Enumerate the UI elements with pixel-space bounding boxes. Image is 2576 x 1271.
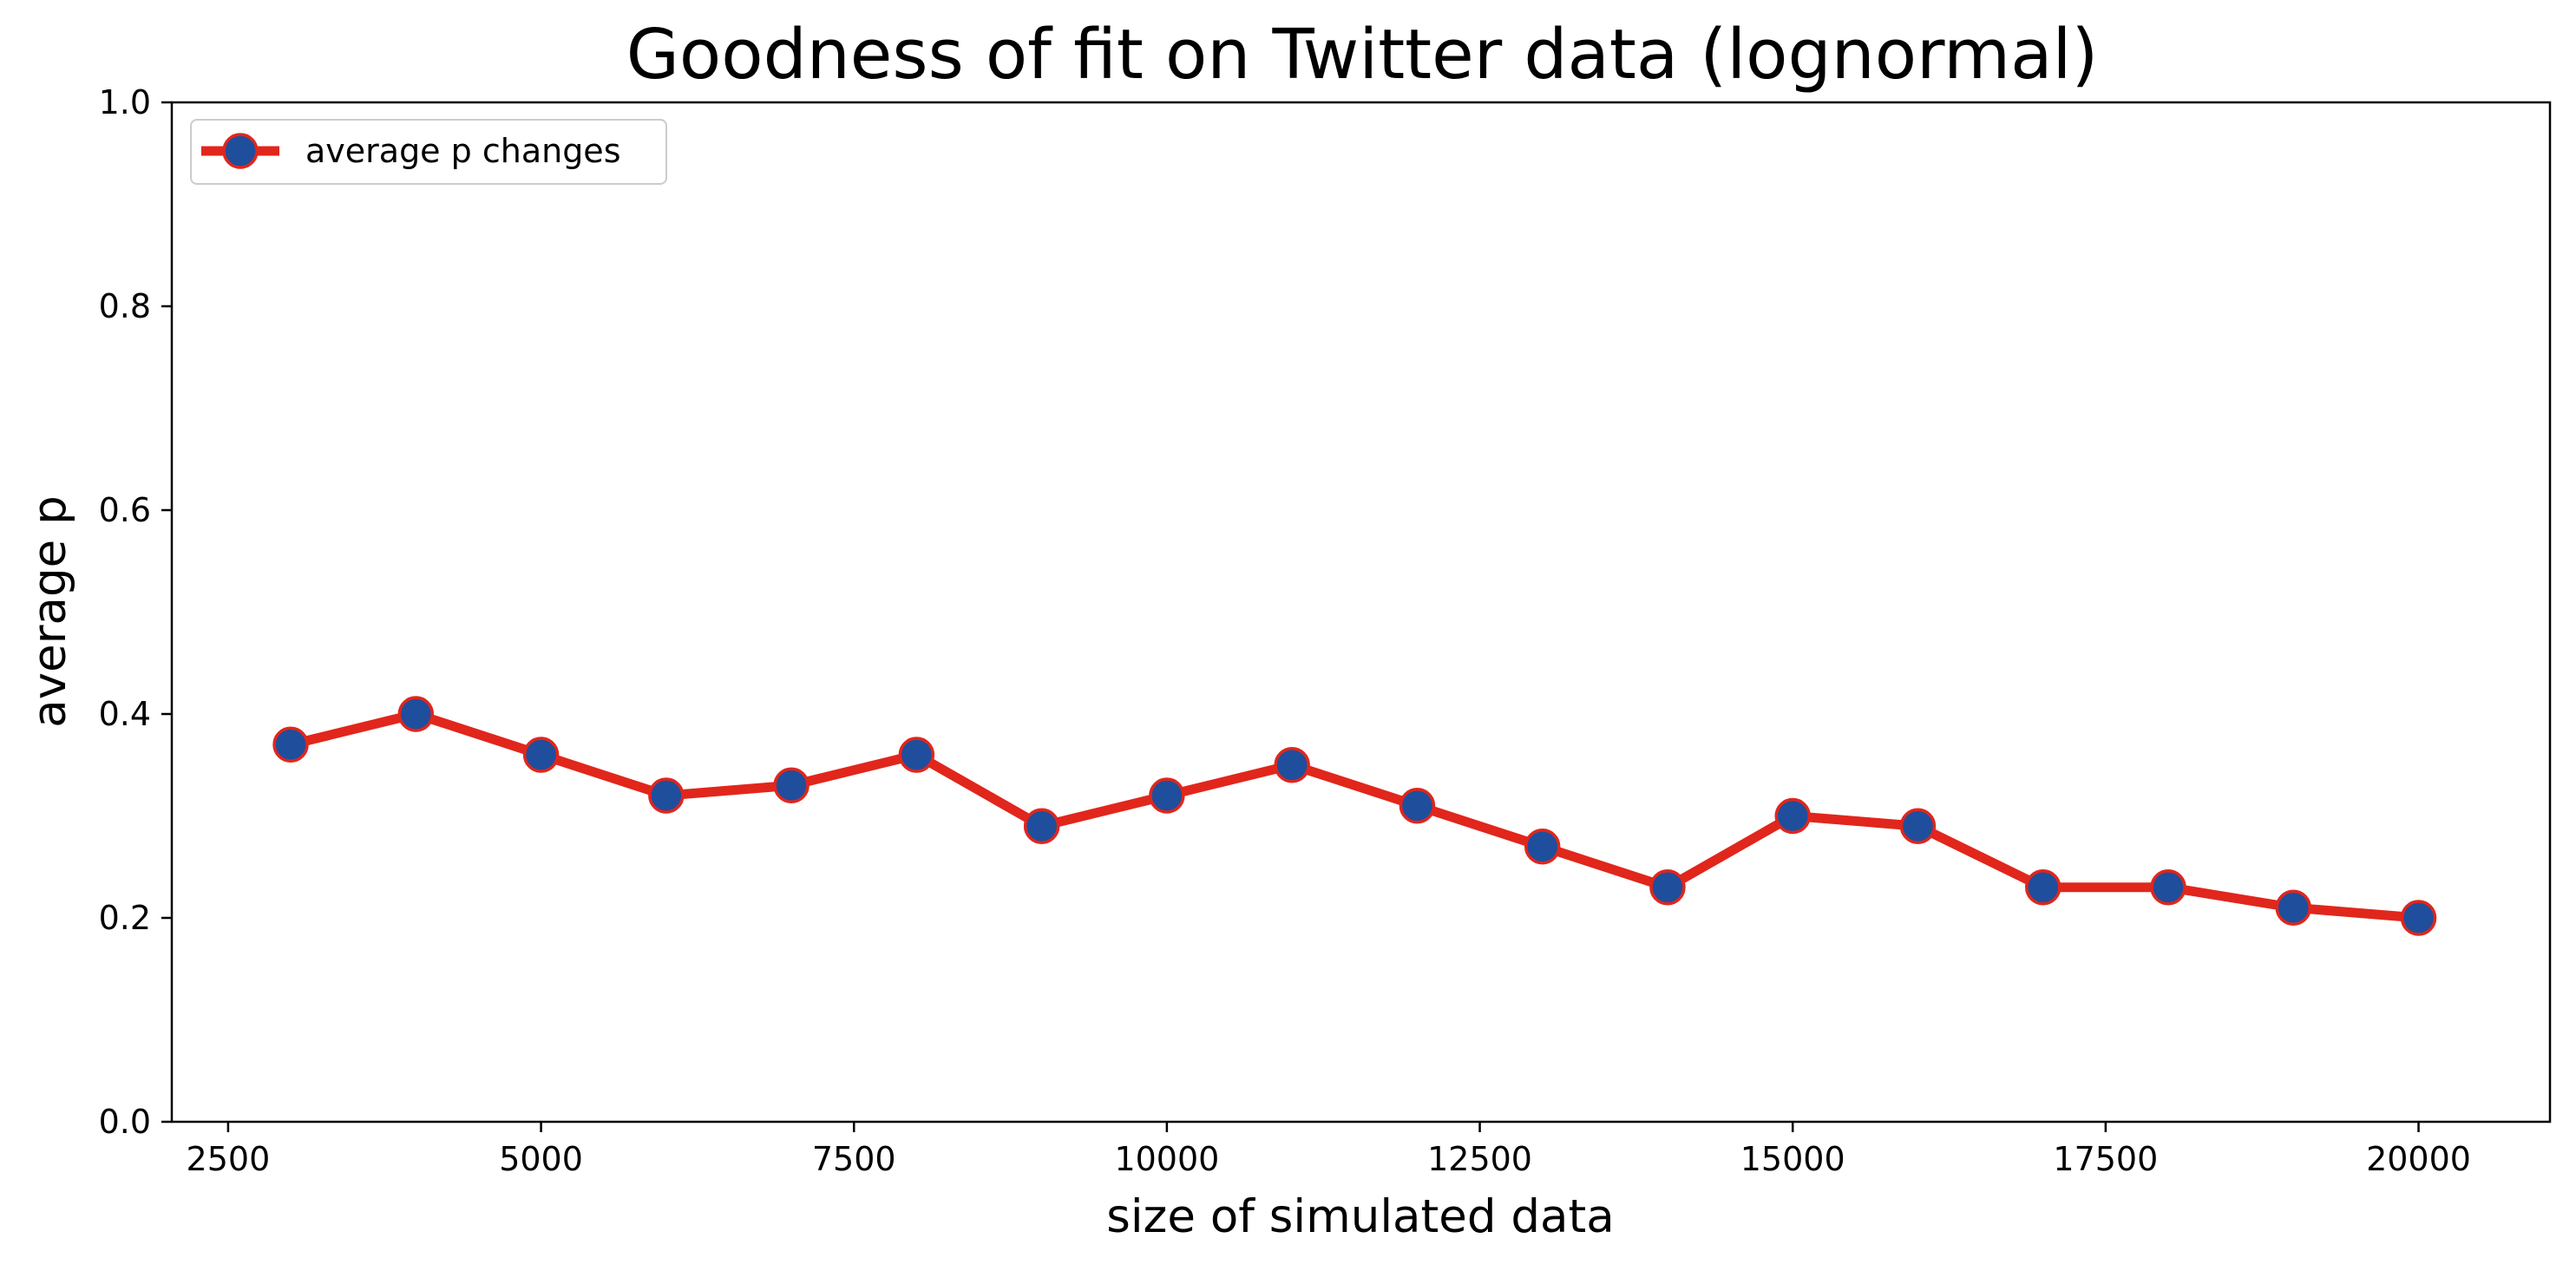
series-lines xyxy=(285,709,2424,923)
x-tick-label: 2500 xyxy=(187,1140,271,1178)
x-tick-label: 17500 xyxy=(2053,1140,2158,1178)
chart-title: Goodness of fit on Twitter data (lognorm… xyxy=(626,15,2099,95)
data-point xyxy=(1149,777,1185,814)
plot-frame xyxy=(170,101,2552,1124)
y-axis-label: average p xyxy=(23,495,76,727)
data-point xyxy=(2275,889,2312,926)
data-point xyxy=(522,737,560,773)
x-tick-label: 20000 xyxy=(2366,1140,2471,1178)
data-point xyxy=(1774,797,1811,835)
data-point xyxy=(648,777,685,814)
y-tick-label: 1.0 xyxy=(99,83,151,121)
x-tick-label: 7500 xyxy=(812,1140,896,1178)
data-point xyxy=(1023,808,1060,844)
x-tick-label: 12500 xyxy=(1427,1140,1532,1178)
y-axis-ticks: 0.0 0.2 0.4 0.6 0.8 1.0 xyxy=(99,83,172,1141)
legend: average p changes xyxy=(190,119,667,185)
data-point xyxy=(1274,747,1310,783)
y-tick-label: 0.0 xyxy=(99,1103,151,1141)
data-point xyxy=(1399,788,1436,824)
x-tick-label: 10000 xyxy=(1114,1140,1219,1178)
data-point xyxy=(898,737,935,773)
data-point xyxy=(2150,869,2186,906)
data-point xyxy=(1899,808,1937,844)
y-tick-label: 0.4 xyxy=(99,695,151,733)
data-point xyxy=(272,726,309,763)
x-axis-label: size of simulated data xyxy=(1106,1190,1615,1243)
y-tick-label: 0.6 xyxy=(99,491,151,529)
data-point xyxy=(2400,900,2437,936)
data-point xyxy=(2024,869,2061,906)
x-tick-label: 15000 xyxy=(1740,1140,1845,1178)
x-axis-ticks: 2500 5000 7500 10000 12500 15000 17500 20000 xyxy=(187,1122,2471,1178)
x-tick-label: 5000 xyxy=(499,1140,583,1178)
y-tick-label: 0.2 xyxy=(99,899,151,937)
y-tick-label: 0.8 xyxy=(99,287,151,325)
data-point xyxy=(773,767,810,803)
series-line xyxy=(285,709,2424,923)
data-point xyxy=(1524,829,1561,865)
data-point xyxy=(397,696,435,732)
legend-box xyxy=(190,119,667,185)
legend-label: average p changes xyxy=(305,132,621,170)
data-point xyxy=(1649,869,1686,906)
series-markers xyxy=(272,696,2437,936)
legend-marker-swatch xyxy=(222,133,259,169)
